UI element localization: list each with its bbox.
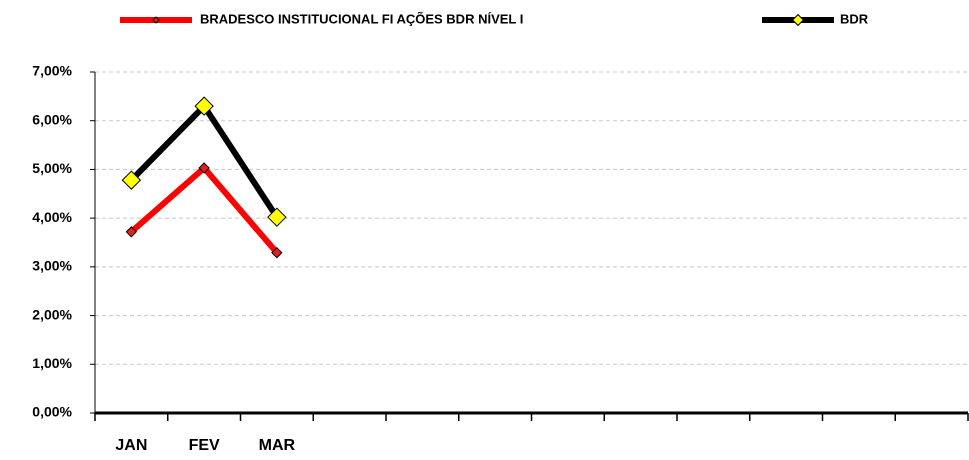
x-tick-label: JAN	[115, 437, 147, 454]
point	[194, 96, 214, 116]
y-tick-label: 1,00%	[32, 355, 72, 371]
legend-label: BDR	[840, 11, 869, 26]
point	[125, 226, 138, 238]
point	[121, 170, 142, 190]
y-tick-label: 7,00%	[32, 63, 72, 79]
point	[271, 247, 283, 259]
legend-label: BRADESCO INSTITUCIONAL FI AÇÕES BDR NÍVE…	[200, 11, 523, 26]
y-tick-label: 6,00%	[32, 111, 72, 127]
series-line	[129, 103, 280, 219]
y-tick-label: 3,00%	[32, 258, 72, 274]
point	[198, 162, 210, 174]
x-tick-label: MAR	[259, 437, 296, 454]
x-tick-label: FEV	[189, 437, 220, 454]
point	[267, 207, 287, 227]
y-tick-label: 0,00%	[32, 404, 72, 420]
y-tick-label: 5,00%	[32, 160, 72, 176]
legend-marker	[791, 13, 805, 27]
y-tick-label: 2,00%	[32, 306, 72, 322]
y-tick-label: 4,00%	[32, 209, 72, 225]
legend-marker	[152, 16, 160, 24]
